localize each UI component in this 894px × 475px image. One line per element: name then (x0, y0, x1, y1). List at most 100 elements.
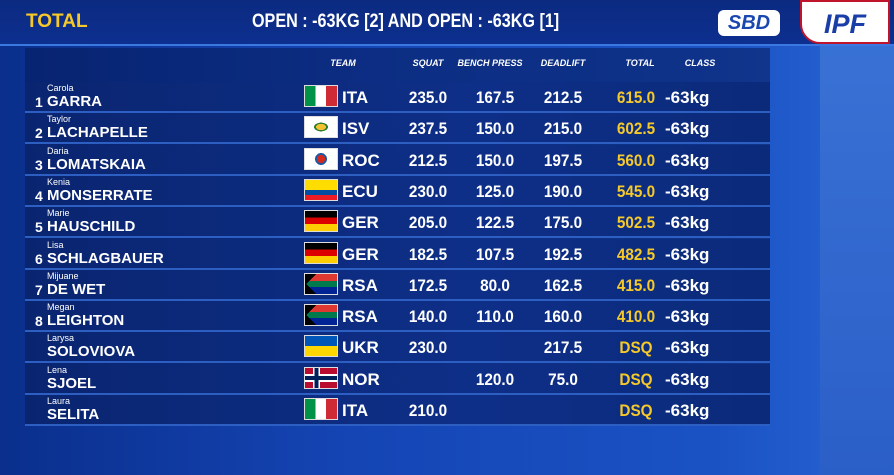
class: -63kg (665, 213, 710, 233)
deadlift: 162.5 (543, 275, 583, 295)
flag (304, 335, 338, 358)
result-row: 1 Carola GARRA ITA 235.0 167.5 212.5 615.0 -63kg (25, 82, 770, 113)
class: -63kg (665, 150, 710, 170)
bench-press: 125.0 (475, 181, 515, 201)
column-header: CLASS (684, 58, 716, 68)
deadlift: 197.5 (543, 150, 583, 170)
total: 560.0 (616, 150, 656, 170)
result-row: 3 Daria LOMATSKAIA ROC 212.5 150.0 197.5 560.0-… (25, 144, 770, 176)
bench-press: 167.5 (475, 88, 515, 107)
federation-logo: IPF (800, 0, 890, 44)
last-name: SELITA (47, 406, 100, 423)
first-name: Carola (47, 83, 74, 93)
bench-press: 150.0 (475, 119, 515, 139)
total: DSQ (619, 338, 653, 358)
first-name: Larysa (47, 333, 75, 344)
deadlift: 190.0 (543, 181, 583, 201)
first-name: Mijuane (47, 270, 79, 281)
deadlift: 160.0 (543, 307, 583, 327)
total: 615.0 (616, 88, 656, 107)
flag (304, 398, 338, 420)
total: 545.0 (616, 181, 656, 201)
first-name: Megan (47, 302, 75, 313)
last-name: HAUSCHILD (47, 218, 136, 236)
rank: 5 (35, 219, 43, 236)
first-name: Taylor (47, 114, 72, 125)
total: DSQ (619, 401, 653, 420)
bench-press: 150.0 (475, 150, 515, 170)
class: -63kg (665, 275, 710, 295)
total: 602.5 (616, 119, 656, 139)
squat: 182.5 (408, 244, 448, 264)
class: -63kg (665, 244, 710, 264)
total: 410.0 (616, 307, 656, 327)
class: -63kg (665, 181, 710, 201)
class: -63kg (665, 88, 710, 107)
last-name: SCHLAGBAUER (47, 249, 164, 267)
first-name: Marie (47, 208, 70, 219)
deadlift: 75.0 (548, 369, 578, 389)
flag (304, 272, 338, 295)
result-row: 8 Megan LEIGHTON RSA 140.0 110.0 160.0 410.0 -63… (25, 301, 770, 333)
squat: 230.0 (408, 338, 448, 358)
total: 415.0 (616, 275, 656, 295)
last-name: LEIGHTON (47, 312, 125, 330)
total: 502.5 (616, 213, 656, 233)
team-code: UKR (342, 338, 379, 358)
flag (304, 366, 338, 389)
column-header: SQUAT (412, 58, 444, 68)
last-name: LACHAPELLE (47, 124, 148, 142)
rank: 6 (35, 250, 43, 267)
flag (304, 147, 338, 170)
first-name: Lisa (47, 239, 64, 250)
rank: 7 (35, 281, 43, 298)
team-code: ROC (342, 150, 380, 170)
team-code: NOR (342, 369, 380, 389)
last-name: GARRA (47, 93, 102, 110)
result-row: Lena SJOEL NOR 120.0 75.0 DSQ -63kg (25, 363, 770, 395)
result-row: 6 Lisa SCHLAGBAUER GER 182.5 107.5 192.5 482.5-… (25, 238, 770, 270)
last-name: DE WET (47, 280, 106, 298)
squat: 140.0 (408, 307, 448, 327)
result-row: 2 Taylor LACHAPELLE ISV 237.5 150.0 215.0 602.5… (25, 113, 770, 145)
last-name: SOLOVIOVA (47, 343, 136, 361)
flag (304, 210, 338, 233)
rank: 4 (35, 187, 43, 204)
flag (304, 241, 338, 264)
total: DSQ (619, 369, 653, 389)
squat: 205.0 (408, 213, 448, 233)
deadlift: 217.5 (543, 338, 583, 358)
squat: 237.5 (408, 119, 448, 139)
flag (304, 85, 338, 107)
class: -63kg (665, 401, 710, 420)
result-row: 5 Marie HAUSCHILD GER 205.0 122.5 175.0 502.5 -6… (25, 207, 770, 239)
team-code: ECU (342, 181, 378, 201)
column-header: BENCH PRESS (457, 58, 523, 68)
deadlift: 215.0 (543, 119, 583, 139)
squat: 172.5 (408, 275, 448, 295)
result-row: Laura SELITA ITA 210.0 DSQ -63kg (25, 395, 770, 426)
deadlift: 192.5 (543, 244, 583, 264)
bench-press: 120.0 (475, 369, 515, 389)
column-header: TEAM (330, 58, 356, 68)
sponsor-logo: SBD (718, 10, 780, 36)
flag (304, 304, 338, 327)
side-panel (820, 0, 894, 475)
team-code: ITA (342, 401, 369, 420)
squat: 235.0 (408, 88, 448, 107)
deadlift: 212.5 (543, 88, 583, 107)
result-row: Larysa SOLOVIOVA UKR 230.0 217.5 DSQ -63kg (25, 332, 770, 364)
header-bar: TOTAL OPEN : -63KG [2] AND OPEN : -63KG … (0, 0, 894, 46)
result-row: 7 Mijuane DE WET RSA 172.5 80.0 162.5 415.0 -63k… (25, 269, 770, 301)
class: -63kg (665, 369, 710, 389)
flag (304, 178, 338, 201)
team-code: GER (342, 244, 379, 264)
rank: 8 (35, 313, 43, 330)
total: 482.5 (616, 244, 656, 264)
first-name: Lena (47, 364, 68, 375)
rank: 1 (35, 94, 43, 110)
squat: 212.5 (408, 150, 448, 170)
flag (304, 116, 338, 139)
bench-press: 107.5 (475, 244, 515, 264)
